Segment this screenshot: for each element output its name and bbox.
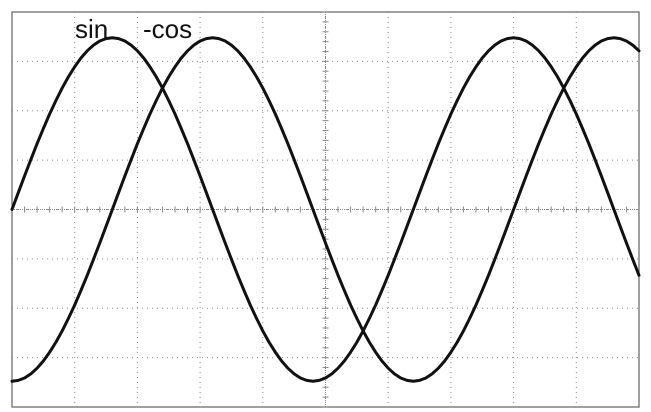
- labels-layer: sin -cos: [75, 14, 192, 44]
- series-layer: [10, 36, 641, 383]
- grid-layer: [12, 12, 639, 407]
- minus-cos-label: -cos: [143, 14, 192, 44]
- minus-cos-series-line: [10, 36, 641, 383]
- axes-layer: [11, 11, 640, 408]
- sin-label: sin: [75, 14, 108, 44]
- sin-series-line: [10, 36, 641, 383]
